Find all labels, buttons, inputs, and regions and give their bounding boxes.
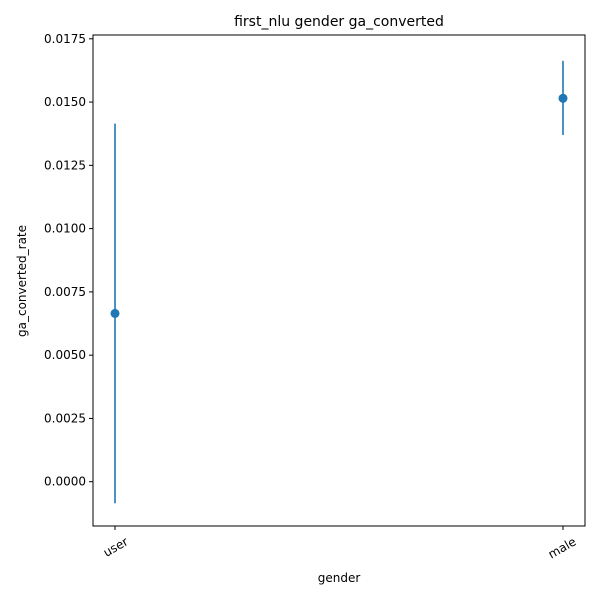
y-tick-label: 0.0125: [44, 158, 86, 172]
y-tick-label: 0.0000: [44, 475, 86, 489]
chart-title: first_nlu gender ga_converted: [234, 14, 444, 30]
y-axis-title: ga_converted_rate: [15, 225, 29, 337]
y-tick-label: 0.0025: [44, 411, 86, 425]
axes-frame: [92, 34, 586, 527]
y-tick-label: 0.0175: [44, 32, 86, 46]
data-point: [110, 308, 120, 318]
y-tick-label: 0.0100: [44, 222, 86, 236]
y-tick-label: 0.0075: [44, 285, 86, 299]
y-tick-label: 0.0150: [44, 95, 86, 109]
data-point: [558, 93, 568, 103]
y-tick-label: 0.0050: [44, 348, 86, 362]
x-axis-title: gender: [318, 571, 361, 585]
